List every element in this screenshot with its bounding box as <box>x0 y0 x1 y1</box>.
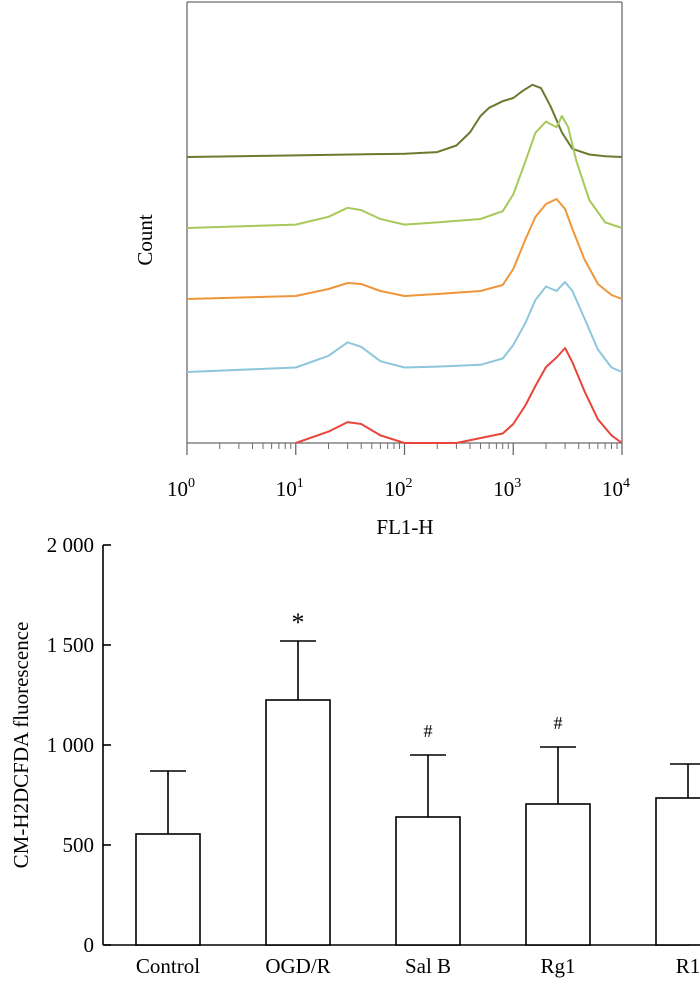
bar-y-tick-label: 0 <box>84 933 95 957</box>
significance-mark: # <box>554 713 563 733</box>
bar-y-tick-label: 1 500 <box>47 633 94 657</box>
bar-category-label: Control <box>136 954 200 978</box>
histogram-tick-label: 104 <box>602 476 630 501</box>
bar-y-label: CM-H2DCFDA fluorescence <box>9 622 33 869</box>
histogram-y-label: Count <box>133 214 157 266</box>
bar-category-label: Rg1 <box>540 954 575 978</box>
bar-chart: 0 500 1 000 1 500 2 000 Control OGD/R * Sal B # R… <box>9 533 700 978</box>
histogram-tick-label: 103 <box>493 476 521 501</box>
bar-y-tick-label: 500 <box>63 833 95 857</box>
bar-y-tick-label: 2 000 <box>47 533 94 557</box>
histogram-tick-label: 100 <box>167 476 195 501</box>
histogram-tick-label: 102 <box>385 476 413 501</box>
bar-sal-b <box>395 816 461 946</box>
bar-control <box>135 833 201 946</box>
significance-mark: # <box>424 721 433 741</box>
bar-ogd-r <box>265 699 331 946</box>
histogram-series-ogd-r <box>186 83 623 158</box>
significance-mark: * <box>292 608 305 637</box>
bar-category-label: Sal B <box>405 954 451 978</box>
bar-rg1 <box>525 803 591 946</box>
histogram-series-sal-b <box>186 115 623 229</box>
flow-histogram: 100 101 102 103 104 Count FL1-H <box>133 1 630 539</box>
histogram-x-label: FL1-H <box>376 515 433 539</box>
bar-r1 <box>655 797 700 946</box>
histogram-tick-label: 101 <box>276 476 304 501</box>
bar-category-label: R1 <box>676 954 700 978</box>
bar-y-tick-label: 1 000 <box>47 733 94 757</box>
histogram-series-control <box>295 347 623 444</box>
histogram-series-rg1 <box>186 198 623 300</box>
histogram-series-r1 <box>186 281 623 373</box>
bar-category-label: OGD/R <box>265 954 330 978</box>
